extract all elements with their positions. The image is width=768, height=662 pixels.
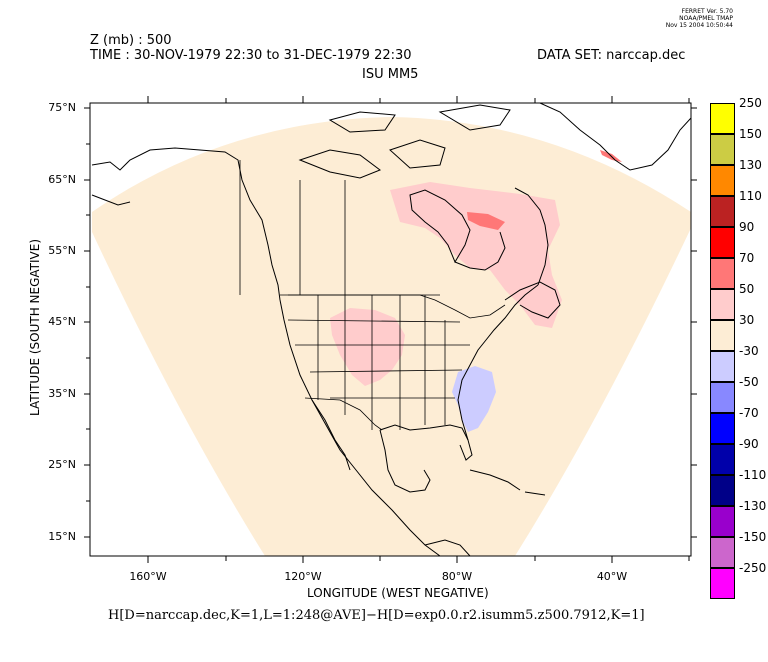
colorbar-swatch	[710, 227, 735, 258]
y-tick-label: 55°N	[48, 244, 76, 257]
colorbar-swatch	[710, 506, 735, 537]
anomaly-positive-plains	[330, 308, 405, 386]
x-tick-label: 160°W	[129, 570, 167, 583]
colorbar-swatch	[710, 165, 735, 196]
plot-frame	[89, 102, 692, 557]
colorbar-swatch	[710, 351, 735, 382]
dataset-label: DATA SET: narccap.dec	[537, 48, 686, 63]
colorbar-label: -130	[739, 499, 767, 513]
expression-label: H[D=narccap.dec,K=1,L=1:248@AVE]−H[D=exp…	[108, 608, 645, 623]
colorbar-swatch	[710, 475, 735, 506]
colorbar-swatch	[710, 537, 735, 568]
colorbar-label: 30	[739, 313, 755, 327]
y-tick-label: 25°N	[48, 458, 76, 471]
colorbar-label: -250	[739, 561, 767, 575]
y-axis-label: LATITUDE (SOUTH NEGATIVE)	[28, 238, 42, 416]
y-tick-label: 65°N	[48, 173, 76, 186]
state-borders	[239, 160, 506, 431]
colorbar-label: -150	[739, 530, 767, 544]
colorbar-label: -30	[739, 344, 759, 358]
colorbar-swatch	[710, 568, 735, 599]
colorbar-swatch	[710, 382, 735, 413]
anomaly-strong-positive	[467, 212, 505, 230]
y-tick-label: 45°N	[48, 315, 76, 328]
colorbar-label: -70	[739, 406, 759, 420]
ferret-version: FERRET Ver. 5.70	[681, 8, 733, 15]
colorbar-label: 250	[739, 96, 762, 110]
x-tick-label: 80°W	[441, 570, 473, 583]
x-tick-label: 40°W	[596, 570, 628, 583]
colorbar-label: 130	[739, 158, 762, 172]
x-axis-label: LONGITUDE (WEST NEGATIVE)	[307, 586, 489, 600]
colorbar-swatch	[710, 413, 735, 444]
ferret-org: NOAA/PMEL TMAP	[679, 15, 733, 22]
colorbar-label: 70	[739, 251, 755, 265]
colorbar-label: -50	[739, 375, 759, 389]
colorbar-swatch	[710, 196, 735, 227]
colorbar-label: -110	[739, 468, 767, 482]
y-tick-label: 15°N	[48, 530, 76, 543]
colorbar-swatch	[710, 289, 735, 320]
anomaly-negative-southeast	[452, 366, 496, 432]
colorbar-label: 90	[739, 220, 755, 234]
colorbar-swatch	[710, 258, 735, 289]
coastlines	[91, 103, 691, 556]
colorbar-swatch	[710, 103, 735, 134]
y-tick-label: 75°N	[48, 101, 76, 114]
variable-title: Z (mb) : 500	[90, 33, 172, 48]
colorbar-swatch	[710, 320, 735, 351]
colorbar-swatch	[710, 444, 735, 475]
time-range: TIME : 30-NOV-1979 22:30 to 31-DEC-1979 …	[90, 48, 412, 63]
plot-subtitle: ISU MM5	[362, 67, 419, 82]
ferret-version-stamp: FERRET Ver. 5.70 NOAA/PMEL TMAP Nov 15 2…	[600, 8, 733, 29]
colorbar-label: 150	[739, 127, 762, 141]
x-tick-label: 120°W	[284, 570, 322, 583]
axis-ticks	[84, 96, 697, 563]
colorbar-label: 110	[739, 189, 762, 203]
colorbar-swatch	[710, 134, 735, 165]
colorbar-label: 50	[739, 282, 755, 296]
anomaly-positive-northeast	[390, 182, 562, 328]
y-tick-label: 35°N	[48, 387, 76, 400]
colorbar-label: -90	[739, 437, 759, 451]
ferret-date: Nov 15 2004 10:50:44	[665, 22, 733, 29]
